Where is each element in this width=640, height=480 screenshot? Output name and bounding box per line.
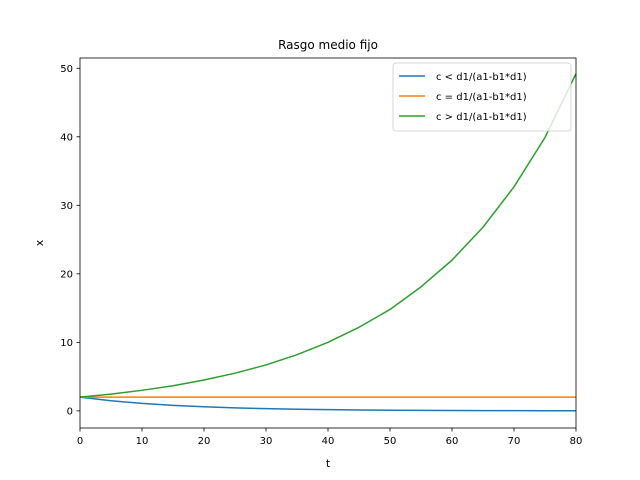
- x-tick-label: 50: [384, 436, 397, 447]
- x-tick-label: 40: [322, 436, 335, 447]
- legend-label: c < d1/(a1-b1*d1): [436, 72, 527, 83]
- y-axis-label: x: [33, 239, 46, 246]
- y-tick-label: 10: [60, 338, 73, 349]
- legend-label: c > d1/(a1-b1*d1): [436, 112, 527, 123]
- x-tick-label: 10: [136, 436, 149, 447]
- x-axis-label: t: [326, 457, 331, 470]
- plot-frame: [79, 57, 577, 429]
- axes-group: 0 10 20 30 40 50 60 70 80 0 10 20 30 40 50: [60, 64, 582, 447]
- x-tick-label: 60: [446, 436, 459, 447]
- x-tick-label: 70: [508, 436, 521, 447]
- legend: c < d1/(a1-b1*d1) c = d1/(a1-b1*d1) c > d1…: [392, 62, 572, 132]
- legend-box: [392, 62, 572, 132]
- series-line-1: [79, 396, 576, 412]
- chart-title: Rasgo medio fijo: [278, 38, 378, 52]
- legend-label: c = d1/(a1-b1*d1): [436, 92, 527, 103]
- y-tick-label: 0: [67, 406, 73, 417]
- y-tick-label: 50: [60, 64, 73, 75]
- y-tick-label: 20: [60, 269, 73, 280]
- series-group: [79, 73, 577, 412]
- y-tick-label: 30: [60, 201, 73, 212]
- x-tick-label: 80: [570, 436, 583, 447]
- x-tick-label: 20: [198, 436, 211, 447]
- series-line-3: [79, 73, 577, 398]
- x-tick-label: 30: [260, 436, 273, 447]
- x-tick-label: 0: [77, 436, 83, 447]
- y-tick-label: 40: [60, 132, 73, 143]
